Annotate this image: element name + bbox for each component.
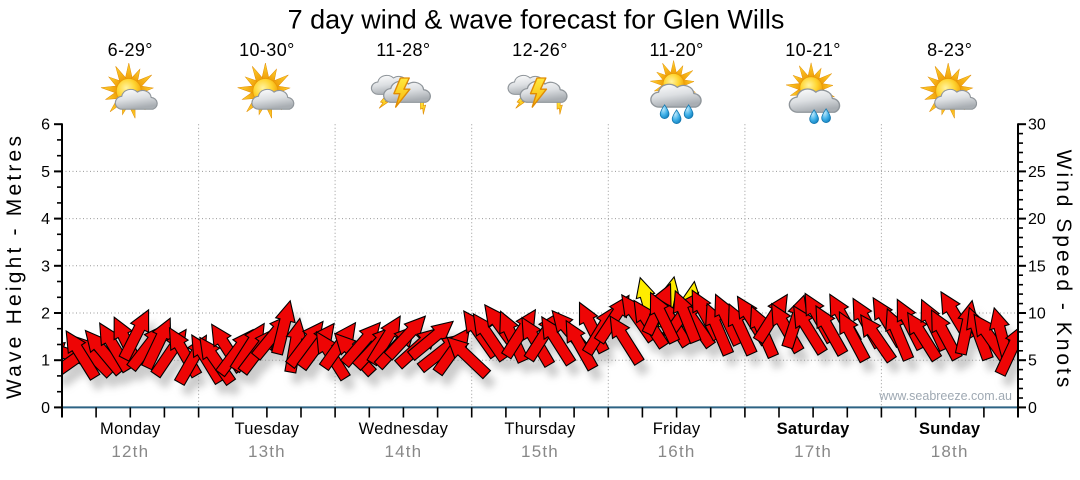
svg-text:16th: 16th xyxy=(658,442,696,461)
svg-text:Saturday: Saturday xyxy=(777,420,851,438)
svg-text:5: 5 xyxy=(1028,353,1037,370)
svg-text:20: 20 xyxy=(1028,211,1046,228)
svg-text:6: 6 xyxy=(41,117,50,134)
svg-text:0: 0 xyxy=(1028,400,1037,417)
svg-text:15: 15 xyxy=(1028,258,1046,275)
svg-text:Wednesday: Wednesday xyxy=(359,420,449,438)
svg-text:11-28°: 11-28° xyxy=(376,40,430,60)
svg-text:Wave Height - Metres: Wave Height - Metres xyxy=(3,133,26,399)
svg-text:25: 25 xyxy=(1028,164,1046,181)
svg-text:13th: 13th xyxy=(248,442,286,461)
svg-text:6-29°: 6-29° xyxy=(108,40,153,60)
svg-text:Tuesday: Tuesday xyxy=(235,420,300,438)
svg-text:1: 1 xyxy=(41,353,50,370)
svg-text:2: 2 xyxy=(41,306,50,323)
svg-text:7 day wind & wave forecast for: 7 day wind & wave forecast for Glen Will… xyxy=(288,5,785,35)
svg-text:17th: 17th xyxy=(794,442,832,461)
svg-text:15th: 15th xyxy=(521,442,559,461)
svg-text:10: 10 xyxy=(1028,306,1046,323)
svg-text:30: 30 xyxy=(1028,117,1046,134)
svg-text:12th: 12th xyxy=(111,442,149,461)
svg-text:4: 4 xyxy=(41,211,50,228)
svg-text:Sunday: Sunday xyxy=(919,420,981,438)
svg-text:Wind Speed - Knots: Wind Speed - Knots xyxy=(1052,150,1075,391)
svg-text:0: 0 xyxy=(41,400,50,417)
svg-text:Monday: Monday xyxy=(100,420,161,438)
svg-text:11-20°: 11-20° xyxy=(649,40,703,60)
svg-text:Friday: Friday xyxy=(653,420,701,438)
svg-text:8-23°: 8-23° xyxy=(927,40,972,60)
svg-text:Thursday: Thursday xyxy=(504,420,576,438)
svg-text:12-26°: 12-26° xyxy=(512,40,568,60)
svg-text:3: 3 xyxy=(41,258,50,275)
svg-text:5: 5 xyxy=(41,164,50,181)
svg-text:10-30°: 10-30° xyxy=(239,40,295,60)
svg-text:www.seabreeze.com.au: www.seabreeze.com.au xyxy=(878,389,1012,403)
svg-text:10-21°: 10-21° xyxy=(785,40,841,60)
svg-text:14th: 14th xyxy=(384,442,422,461)
svg-text:18th: 18th xyxy=(931,442,969,461)
